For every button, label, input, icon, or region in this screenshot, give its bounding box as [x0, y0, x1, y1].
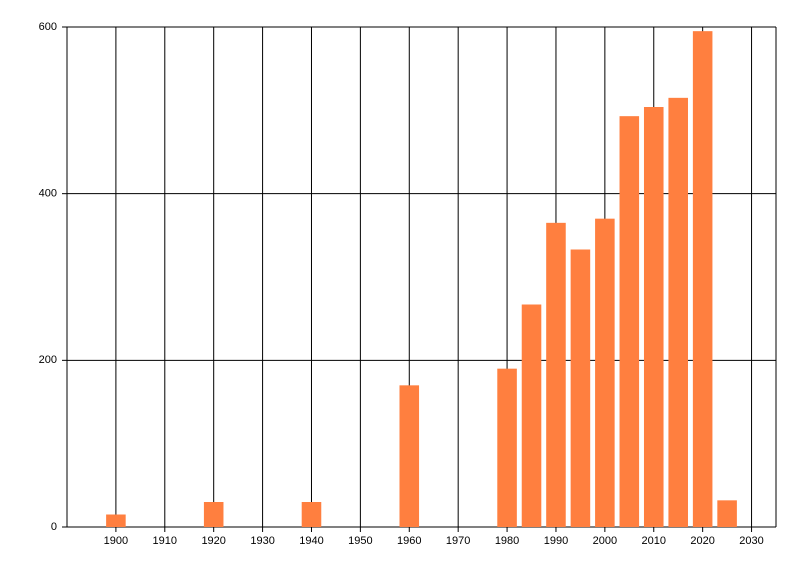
bar	[203, 502, 224, 527]
y-tick-label: 0	[51, 521, 57, 533]
bar	[717, 500, 737, 527]
x-tick-label: 1920	[201, 535, 225, 547]
x-tick-label: 1950	[348, 535, 372, 547]
bar	[692, 31, 713, 528]
x-tick-label: 2030	[739, 535, 763, 547]
bar	[497, 368, 517, 527]
bar	[668, 97, 688, 527]
bar	[619, 116, 640, 528]
x-tick-label: 1980	[495, 535, 519, 547]
y-tick-label: 600	[39, 21, 57, 33]
x-tick-label: 1960	[397, 535, 421, 547]
x-tick-label: 1930	[250, 535, 274, 547]
x-tick-label: 1900	[104, 535, 128, 547]
bar	[595, 218, 615, 527]
y-tick-label: 200	[39, 354, 57, 366]
bar	[106, 514, 126, 527]
y-tick-label: 400	[39, 188, 57, 200]
x-tick-label: 2010	[642, 535, 666, 547]
bar	[399, 385, 420, 527]
bar	[570, 249, 591, 527]
x-tick-label: 1940	[299, 535, 323, 547]
bar	[521, 304, 542, 527]
x-tick-label: 1910	[153, 535, 177, 547]
bar	[301, 502, 322, 527]
x-tick-label: 1990	[544, 535, 568, 547]
bar	[546, 222, 566, 528]
x-tick-label: 2020	[690, 535, 714, 547]
bar	[643, 107, 664, 527]
x-tick-label: 2000	[593, 535, 617, 547]
x-tick-label: 1970	[446, 535, 470, 547]
